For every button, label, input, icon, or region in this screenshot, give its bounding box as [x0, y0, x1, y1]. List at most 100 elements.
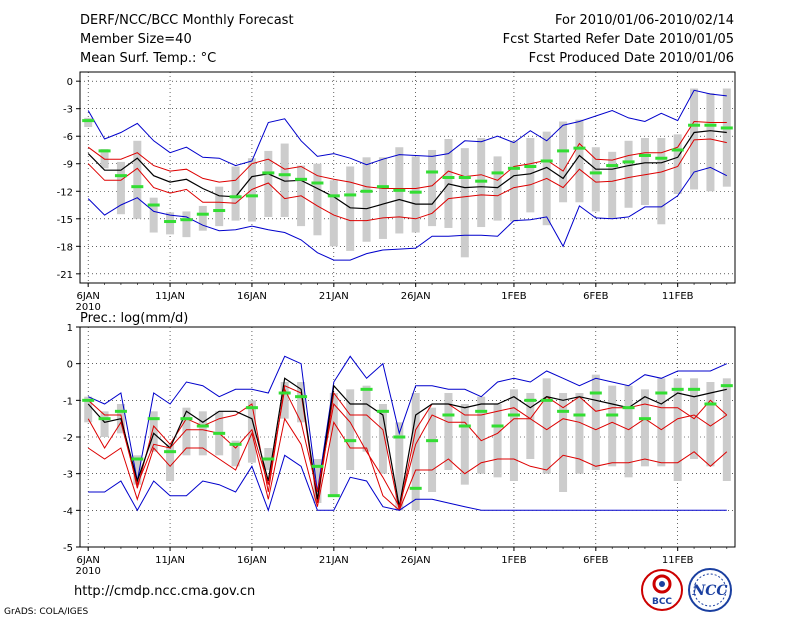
- temp-observed-mark: [671, 148, 684, 152]
- precip-spread-box: [411, 393, 420, 511]
- temp-spread-box: [215, 186, 224, 227]
- precip-observed-mark: [606, 413, 619, 417]
- precip-spread-box: [509, 389, 518, 481]
- precip-spread-box: [133, 455, 142, 485]
- precip-observed-mark: [131, 457, 144, 461]
- temp-spread-box: [706, 93, 715, 192]
- temp-spread-box: [493, 156, 502, 221]
- temp-observed-mark: [606, 164, 619, 168]
- temp-observed-mark: [327, 194, 340, 198]
- temp-spread-box: [84, 117, 93, 128]
- temp-year-label: 2010: [75, 302, 100, 313]
- temp-observed-mark: [376, 185, 389, 189]
- temp-observed-mark: [507, 166, 520, 170]
- precip-spread-box: [280, 382, 289, 419]
- temp-spread-box: [608, 151, 617, 219]
- bcc-logo-ring: [641, 569, 683, 611]
- precip-panel-title: Prec.: log(mm/d): [80, 311, 188, 326]
- temp-observed-mark: [491, 171, 504, 175]
- ncc-logo-ring: [688, 568, 732, 612]
- precip-spread-box: [640, 389, 649, 467]
- fcst-produced-date: Fcst Produced Date 2010/01/06: [529, 51, 734, 66]
- temp-observed-mark: [360, 189, 373, 193]
- precip-observed-mark: [295, 395, 308, 399]
- precip-spread-box: [378, 404, 387, 474]
- temp-spread-box: [690, 88, 699, 190]
- precip-spread-box: [722, 378, 731, 481]
- precip-spread-box: [542, 378, 551, 474]
- temp-observed-mark: [393, 188, 406, 192]
- precip-observed-mark: [573, 413, 586, 417]
- temp-ytick-label: 0: [67, 77, 73, 88]
- precip-spread-box: [100, 411, 109, 437]
- precip-spread-box: [624, 385, 633, 478]
- temp-observed-mark: [720, 126, 733, 130]
- precip-p_upper-line: [87, 384, 728, 511]
- precip-observed-mark: [213, 431, 226, 435]
- temp-spread-box: [591, 147, 600, 212]
- precip-spread-box: [166, 444, 175, 481]
- temp-max-line: [87, 89, 727, 167]
- temp-spread-box: [264, 150, 273, 217]
- precip-xtick-label: 1FEB: [501, 555, 526, 566]
- precip-observed-mark: [229, 442, 242, 446]
- temp-ytick-label: -6: [63, 132, 73, 143]
- precip-p_lower-line: [87, 387, 728, 509]
- precip-xtick-label: 6JAN: [76, 555, 99, 566]
- precip-observed-mark: [671, 387, 684, 391]
- precip-spread-box: [149, 411, 158, 452]
- temp-spread-box: [133, 140, 142, 219]
- temp-spread-box: [559, 121, 568, 203]
- temp-observed-mark: [589, 171, 602, 175]
- temp-observed-mark: [524, 164, 537, 168]
- precip-p_low-line: [87, 417, 728, 512]
- temp-observed-mark: [98, 149, 111, 153]
- precip-spread-box: [526, 393, 535, 459]
- temp-observed-mark: [147, 203, 160, 207]
- temp-spread-box: [313, 163, 322, 236]
- temp-observed-mark: [196, 212, 209, 216]
- temp-min-line: [87, 166, 728, 261]
- precip-ytick-label: -5: [63, 543, 73, 554]
- temp-observed-mark: [704, 123, 717, 127]
- temp-observed-mark: [295, 177, 308, 181]
- figure-title: DERF/NCC/BCC Monthly Forecast: [80, 13, 294, 28]
- temp-ytick-label: -15: [57, 215, 73, 226]
- precip-observed-mark: [622, 406, 635, 410]
- temp-spread-box: [149, 197, 158, 233]
- precip-observed-mark: [360, 387, 373, 391]
- temp-xtick-label: 16JAN: [237, 291, 267, 302]
- source-url[interactable]: http://cmdp.ncc.cma.gov.cn: [74, 584, 255, 599]
- temp-observed-mark: [131, 185, 144, 189]
- precip-spread-box: [493, 404, 502, 478]
- precip-observed-mark: [147, 417, 160, 421]
- temp-ytick-label: -21: [57, 270, 73, 281]
- precip-year-label: 2010: [75, 566, 100, 577]
- precip-observed-mark: [655, 391, 668, 395]
- temp-spread-box: [182, 211, 191, 238]
- precip-observed-mark: [426, 439, 439, 443]
- precip-observed-mark: [82, 398, 95, 402]
- precip-xtick-label: 21JAN: [319, 555, 349, 566]
- bcc-logo-text: BCC: [652, 597, 672, 607]
- temp-spread-box: [280, 143, 289, 217]
- temp-observed-mark: [311, 181, 324, 185]
- temp-ytick-label: -18: [57, 242, 73, 253]
- precip-spread-box: [297, 382, 306, 423]
- temp-xtick-label: 21JAN: [319, 291, 349, 302]
- precip-spread-box: [231, 440, 240, 467]
- temp-spread-box: [640, 138, 649, 206]
- precip-observed-mark: [475, 409, 488, 413]
- precip-observed-mark: [409, 486, 422, 490]
- temp-spread-box: [231, 166, 240, 221]
- precip-spread-box: [706, 382, 715, 467]
- temp-p_upper-line: [87, 120, 727, 189]
- precip-observed-mark: [164, 450, 177, 454]
- bcc-logo-core: [659, 581, 665, 587]
- precip-observed-mark: [540, 398, 553, 402]
- temp-observed-mark: [638, 153, 651, 157]
- bcc-logo: BCC: [641, 569, 683, 611]
- temp-spread-box: [362, 157, 371, 242]
